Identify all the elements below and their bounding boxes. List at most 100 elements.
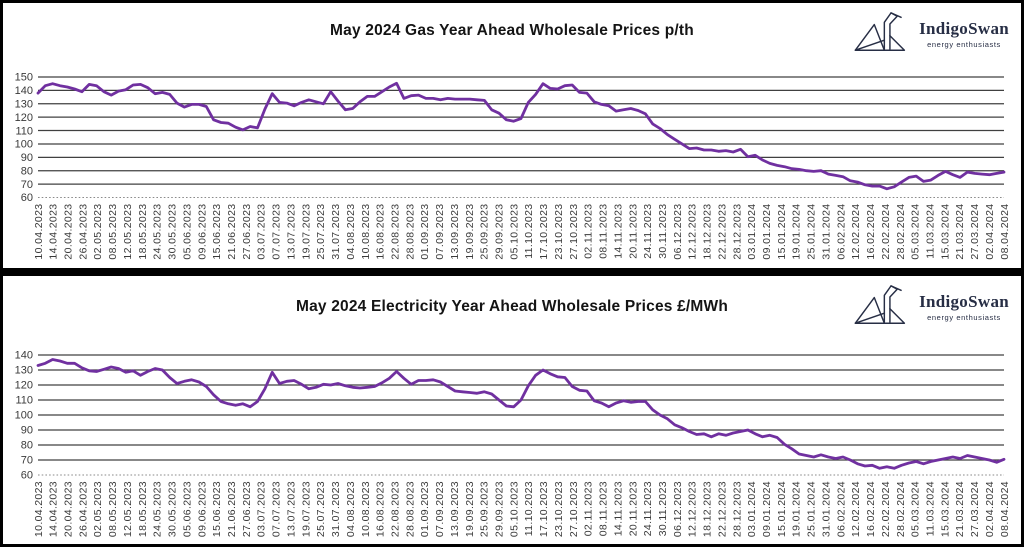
svg-text:24.11.2023: 24.11.2023 (642, 481, 654, 536)
svg-text:30.11.2023: 30.11.2023 (657, 481, 669, 536)
svg-text:15.01.2024: 15.01.2024 (776, 204, 788, 260)
svg-text:21.06.2023: 21.06.2023 (226, 481, 238, 537)
svg-text:27.06.2023: 27.06.2023 (241, 481, 253, 537)
svg-text:110: 110 (15, 395, 33, 407)
svg-text:19.07.2023: 19.07.2023 (300, 481, 312, 537)
gas-chart-panel: 150 140 130 120 110 100 90 80 70 60 10.04.2023 14.0… (3, 3, 1021, 268)
svg-text:21.03.2024: 21.03.2024 (954, 481, 966, 537)
svg-text:29.09.2023: 29.09.2023 (494, 481, 506, 537)
svg-text:28.02.2024: 28.02.2024 (895, 481, 907, 537)
svg-text:19.09.2023: 19.09.2023 (464, 481, 476, 537)
svg-text:08.11.2023: 08.11.2023 (598, 481, 610, 536)
svg-text:31.07.2023: 31.07.2023 (330, 481, 342, 537)
svg-text:19.01.2024: 19.01.2024 (791, 481, 803, 537)
svg-text:06.12.2023: 06.12.2023 (672, 204, 684, 260)
svg-text:130: 130 (15, 365, 33, 377)
logo-wordmark: IndigoSwan (919, 18, 1009, 38)
svg-text:22.08.2023: 22.08.2023 (390, 481, 402, 537)
svg-text:27.06.2023: 27.06.2023 (241, 204, 253, 260)
svg-text:16.02.2024: 16.02.2024 (865, 204, 877, 260)
svg-text:08.04.2024: 08.04.2024 (999, 204, 1011, 260)
svg-text:05.10.2023: 05.10.2023 (508, 204, 520, 260)
svg-text:18.12.2023: 18.12.2023 (702, 481, 714, 537)
svg-text:20.04.2023: 20.04.2023 (63, 481, 75, 537)
svg-text:05.06.2023: 05.06.2023 (181, 204, 193, 260)
svg-text:31.01.2024: 31.01.2024 (821, 481, 833, 537)
svg-text:15.01.2024: 15.01.2024 (776, 481, 788, 537)
svg-text:12.12.2023: 12.12.2023 (687, 481, 699, 537)
svg-text:70: 70 (21, 455, 33, 467)
svg-text:31.07.2023: 31.07.2023 (330, 204, 342, 260)
svg-text:06.02.2024: 06.02.2024 (835, 481, 847, 537)
svg-text:10.04.2023: 10.04.2023 (33, 204, 45, 260)
svg-text:17.10.2023: 17.10.2023 (538, 204, 550, 260)
svg-text:10.08.2023: 10.08.2023 (360, 204, 372, 260)
svg-text:24.05.2023: 24.05.2023 (152, 204, 164, 260)
svg-text:22.02.2024: 22.02.2024 (880, 481, 892, 537)
svg-text:03.01.2024: 03.01.2024 (746, 204, 758, 260)
svg-text:08.11.2023: 08.11.2023 (598, 204, 610, 259)
svg-text:20.11.2023: 20.11.2023 (627, 481, 639, 536)
svg-text:07.09.2023: 07.09.2023 (434, 204, 446, 260)
svg-text:26.04.2023: 26.04.2023 (77, 481, 89, 537)
svg-text:23.10.2023: 23.10.2023 (553, 204, 565, 260)
svg-text:19.09.2023: 19.09.2023 (464, 204, 476, 260)
svg-text:05.03.2024: 05.03.2024 (910, 204, 922, 260)
svg-text:24.11.2023: 24.11.2023 (642, 204, 654, 259)
svg-text:150: 150 (15, 72, 33, 84)
svg-text:08.05.2023: 08.05.2023 (107, 481, 119, 537)
logo-wordmark: IndigoSwan (919, 291, 1009, 311)
svg-text:03.07.2023: 03.07.2023 (256, 204, 268, 260)
logo-tagline: energy enthusiasts (927, 312, 1001, 322)
svg-text:12.02.2024: 12.02.2024 (850, 204, 862, 260)
svg-text:17.10.2023: 17.10.2023 (538, 481, 550, 537)
svg-text:27.10.2023: 27.10.2023 (568, 481, 580, 537)
svg-text:110: 110 (15, 125, 33, 137)
indigoswan-logo: IndigoSwan energy enthusiasts (852, 283, 1009, 330)
svg-text:06.12.2023: 06.12.2023 (672, 481, 684, 537)
svg-text:01.09.2023: 01.09.2023 (419, 481, 431, 537)
svg-text:13.07.2023: 13.07.2023 (285, 481, 297, 537)
svg-text:22.08.2023: 22.08.2023 (390, 204, 402, 260)
svg-text:09.01.2024: 09.01.2024 (761, 204, 773, 260)
svg-text:120: 120 (15, 112, 33, 124)
svg-text:05.10.2023: 05.10.2023 (508, 481, 520, 537)
svg-text:15.03.2024: 15.03.2024 (939, 481, 951, 537)
svg-text:28.12.2023: 28.12.2023 (731, 481, 743, 537)
svg-text:20.04.2023: 20.04.2023 (63, 204, 75, 260)
svg-text:03.01.2024: 03.01.2024 (746, 481, 758, 537)
svg-text:14.04.2023: 14.04.2023 (48, 481, 60, 537)
svg-text:27.03.2024: 27.03.2024 (969, 481, 981, 537)
svg-text:27.03.2024: 27.03.2024 (969, 204, 981, 260)
svg-text:15.06.2023: 15.06.2023 (211, 204, 223, 260)
svg-text:80: 80 (21, 165, 33, 177)
svg-text:28.12.2023: 28.12.2023 (731, 204, 743, 260)
svg-text:70: 70 (21, 179, 33, 191)
svg-text:60: 60 (21, 470, 33, 482)
svg-text:02.04.2024: 02.04.2024 (984, 481, 996, 537)
svg-text:140: 140 (15, 85, 33, 97)
svg-text:31.01.2024: 31.01.2024 (821, 204, 833, 260)
svg-text:19.01.2024: 19.01.2024 (791, 204, 803, 260)
panel-divider (0, 268, 1024, 276)
svg-text:04.08.2023: 04.08.2023 (345, 204, 357, 260)
indigoswan-logo: IndigoSwan energy enthusiasts (852, 10, 1009, 57)
svg-text:25.09.2023: 25.09.2023 (479, 204, 491, 260)
svg-text:02.11.2023: 02.11.2023 (583, 481, 595, 536)
svg-text:08.05.2023: 08.05.2023 (107, 204, 119, 260)
svg-text:07.07.2023: 07.07.2023 (271, 204, 283, 260)
svg-text:30.05.2023: 30.05.2023 (167, 204, 179, 260)
svg-text:120: 120 (15, 380, 33, 392)
svg-text:25.01.2024: 25.01.2024 (806, 204, 818, 260)
svg-text:18.05.2023: 18.05.2023 (137, 481, 149, 537)
svg-text:12.05.2023: 12.05.2023 (122, 204, 134, 260)
svg-text:12.05.2023: 12.05.2023 (122, 481, 134, 537)
svg-text:28.08.2023: 28.08.2023 (404, 204, 416, 260)
svg-text:15.06.2023: 15.06.2023 (211, 481, 223, 537)
svg-text:130: 130 (15, 98, 33, 110)
svg-text:140: 140 (15, 350, 33, 362)
svg-text:28.02.2024: 28.02.2024 (895, 204, 907, 260)
svg-text:90: 90 (21, 425, 33, 437)
